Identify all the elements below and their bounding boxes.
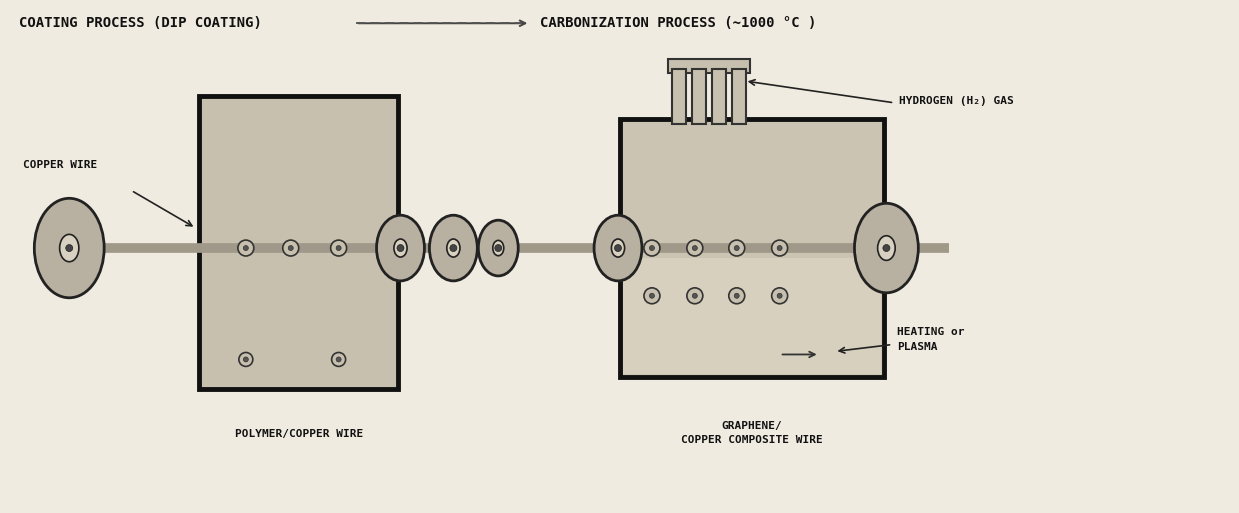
Ellipse shape	[394, 239, 408, 257]
Bar	[623, 258, 881, 374]
Circle shape	[239, 352, 253, 366]
Text: HYDROGEN (H₂) GAS: HYDROGEN (H₂) GAS	[900, 96, 1014, 106]
Circle shape	[331, 240, 347, 256]
Circle shape	[238, 240, 254, 256]
Text: COPPER WIRE: COPPER WIRE	[24, 161, 98, 170]
Circle shape	[243, 246, 248, 250]
Circle shape	[649, 293, 654, 298]
Circle shape	[66, 245, 73, 251]
Ellipse shape	[447, 239, 460, 257]
Bar	[732, 69, 746, 124]
Ellipse shape	[478, 220, 518, 276]
Ellipse shape	[59, 234, 79, 262]
Circle shape	[332, 352, 346, 366]
Text: HEATING or
PLASMA: HEATING or PLASMA	[897, 327, 965, 352]
Circle shape	[396, 245, 404, 251]
Circle shape	[686, 240, 703, 256]
Ellipse shape	[593, 215, 642, 281]
Circle shape	[243, 357, 248, 362]
Circle shape	[450, 245, 457, 251]
Bar	[691, 69, 706, 124]
Circle shape	[686, 288, 703, 304]
Circle shape	[336, 357, 341, 362]
Circle shape	[735, 293, 740, 298]
Circle shape	[729, 240, 745, 256]
Bar	[668, 59, 750, 73]
Bar	[711, 69, 726, 124]
Ellipse shape	[35, 199, 104, 298]
Text: CARBONIZATION PROCESS (~1000 °C ): CARBONIZATION PROCESS (~1000 °C )	[540, 16, 817, 30]
Circle shape	[777, 293, 782, 298]
Circle shape	[772, 288, 788, 304]
Circle shape	[735, 246, 740, 250]
Circle shape	[693, 293, 698, 298]
Ellipse shape	[377, 215, 425, 281]
Text: GRAPHENE/
COPPER COMPOSITE WIRE: GRAPHENE/ COPPER COMPOSITE WIRE	[680, 421, 823, 445]
Circle shape	[282, 240, 299, 256]
Circle shape	[772, 240, 788, 256]
Circle shape	[336, 246, 341, 250]
Circle shape	[494, 245, 502, 251]
Circle shape	[289, 246, 294, 250]
Circle shape	[777, 246, 782, 250]
Circle shape	[615, 245, 622, 251]
Circle shape	[693, 246, 698, 250]
Ellipse shape	[877, 236, 896, 261]
Circle shape	[649, 246, 654, 250]
Text: POLYMER/COPPER WIRE: POLYMER/COPPER WIRE	[234, 429, 363, 439]
Circle shape	[644, 240, 660, 256]
Bar	[672, 69, 686, 124]
Ellipse shape	[430, 215, 477, 281]
Bar	[620, 119, 885, 378]
Text: COATING PROCESS (DIP COATING): COATING PROCESS (DIP COATING)	[20, 16, 263, 30]
Bar	[199, 96, 399, 389]
Ellipse shape	[493, 241, 504, 255]
Ellipse shape	[611, 239, 624, 257]
Circle shape	[644, 288, 660, 304]
Circle shape	[883, 245, 890, 251]
Ellipse shape	[855, 203, 918, 293]
Circle shape	[729, 288, 745, 304]
